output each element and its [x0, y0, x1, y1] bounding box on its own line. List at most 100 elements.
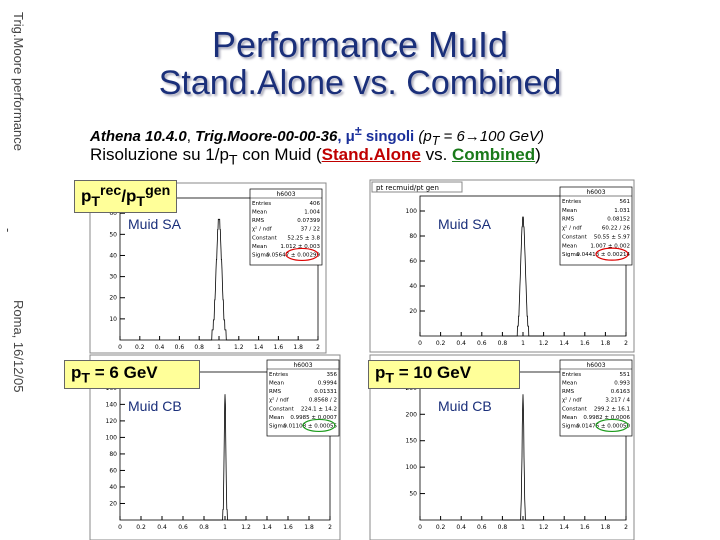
x-tick-label: 0.2 [135, 344, 145, 351]
text: p [71, 363, 82, 382]
stats-value: 1.004 [304, 210, 320, 216]
text: gen [145, 183, 171, 199]
plot-label: Muid CB [128, 398, 182, 414]
text: , μ [337, 128, 355, 145]
text: p [81, 186, 92, 206]
stats-name: h6003 [586, 189, 605, 196]
highlight-ring [302, 418, 336, 433]
stats-value: 1.012 ± 0.003 [280, 244, 320, 250]
x-tick-label: 0.8 [194, 344, 204, 351]
x-tick-label: 0.2 [436, 340, 446, 347]
stats-key: Sigma [562, 252, 579, 258]
y-tick-label: 40 [409, 283, 417, 290]
stats-key: Entries [269, 372, 288, 378]
stats-value: 0.01476 ± 0.00050 [576, 423, 630, 429]
stats-key: RMS [562, 217, 575, 223]
plot-title: pt recmuid/pt gen [376, 184, 439, 192]
text: , [186, 128, 196, 145]
x-tick-label: 0.8 [498, 524, 508, 531]
stats-key: Entries [562, 199, 581, 205]
y-tick-label: 10 [109, 316, 117, 323]
stats-value: 0.6163 [611, 389, 631, 395]
text: T [431, 134, 440, 148]
stats-value: 52.25 ± 3.8 [287, 235, 320, 241]
stats-value: 3.217 / 4 [605, 398, 630, 404]
label-box: pT = 6 GeV [64, 360, 200, 390]
x-tick-label: 0 [118, 524, 122, 531]
text: p [375, 363, 386, 382]
highlight-ring [285, 247, 319, 262]
text: = 6→100 GeV) [439, 128, 545, 145]
stats-value: 406 [310, 201, 321, 207]
y-tick-label: 60 [409, 258, 417, 265]
stats-value: 0.993 [614, 381, 630, 387]
stats-key: Mean [562, 381, 577, 387]
stats-key: Mean [562, 243, 577, 249]
x-tick-label: 1.6 [283, 524, 293, 531]
plot-label: Muid SA [438, 216, 491, 232]
x-tick-label: 1.2 [539, 340, 549, 347]
histogram-shape [204, 394, 246, 521]
stats-key: Sigma [252, 252, 269, 258]
x-tick-label: 1.8 [601, 524, 611, 531]
stats-value: 356 [327, 372, 338, 378]
text: con Muid ( [237, 145, 322, 164]
stats-box [266, 359, 340, 437]
stats-key: Mean [252, 244, 267, 250]
stats-value: 0.04413 ± 0.00214 [576, 252, 630, 258]
stats-value: 0.01108 ± 0.00055 [283, 423, 337, 429]
stats-key: Constant [269, 406, 295, 412]
label-box: pTrec/pTgen [74, 180, 178, 214]
stats-key: RMS [269, 389, 282, 395]
y-tick-label: 150 [406, 438, 418, 445]
x-tick-label: 0.2 [136, 524, 146, 531]
stats-key: Mean [252, 210, 267, 216]
x-tick-label: 0.6 [477, 340, 487, 347]
stats-value: 37 / 22 [301, 227, 320, 233]
y-tick-label: 100 [406, 208, 418, 215]
title: Performance MuId [211, 24, 509, 65]
x-tick-label: 1.6 [580, 524, 590, 531]
histogram-shape [502, 394, 544, 521]
stats-value: 60.22 / 26 [602, 226, 631, 232]
y-tick-label: 40 [109, 484, 117, 491]
y-tick-label: 60 [109, 467, 117, 474]
x-tick-label: 1.2 [234, 344, 244, 351]
x-tick-label: 1.8 [293, 344, 303, 351]
stats-key: χ² / ndf [252, 226, 273, 233]
y-tick-label: 50 [409, 491, 417, 498]
stats-value: 50.55 ± 5.97 [594, 234, 631, 240]
x-tick-label: 1.4 [559, 340, 569, 347]
header-line: Risoluzione su 1/pT con Muid (Stand.Alon… [90, 145, 541, 168]
stats-value: 0.9994 [318, 381, 338, 387]
x-tick-label: 1.4 [262, 524, 272, 531]
x-tick-label: 1 [217, 344, 221, 351]
x-tick-label: 1.2 [539, 524, 549, 531]
y-tick-label: 20 [109, 295, 117, 302]
stats-value: 1.007 ± 0.002 [590, 243, 630, 249]
text: /p [121, 186, 137, 206]
x-tick-label: 0.8 [498, 340, 508, 347]
text: singoli [361, 128, 419, 145]
x-tick-label: 1.6 [580, 340, 590, 347]
y-tick-label: 80 [109, 451, 117, 458]
text: ± [354, 124, 362, 138]
x-tick-label: 0.6 [477, 524, 487, 531]
stats-value: 299.2 ± 16.1 [594, 406, 630, 412]
stats-key: Mean [562, 208, 577, 214]
x-tick-label: 2 [624, 524, 628, 531]
stats-key: Constant [562, 406, 588, 412]
text: Combined [452, 145, 536, 164]
stats-value: 0.07399 [297, 218, 320, 224]
x-tick-label: 0.4 [155, 344, 165, 351]
x-tick-label: 0.6 [175, 344, 185, 351]
y-tick-label: 50 [109, 231, 117, 238]
text: vs. [420, 145, 453, 164]
highlight-ring [595, 247, 629, 261]
stats-name: h6003 [586, 362, 605, 369]
x-tick-label: 0 [418, 524, 422, 531]
text: T [91, 194, 101, 211]
plot-label: Muid SA [128, 216, 181, 232]
stats-key: Mean [269, 415, 284, 421]
y-tick-label: 200 [406, 411, 418, 418]
